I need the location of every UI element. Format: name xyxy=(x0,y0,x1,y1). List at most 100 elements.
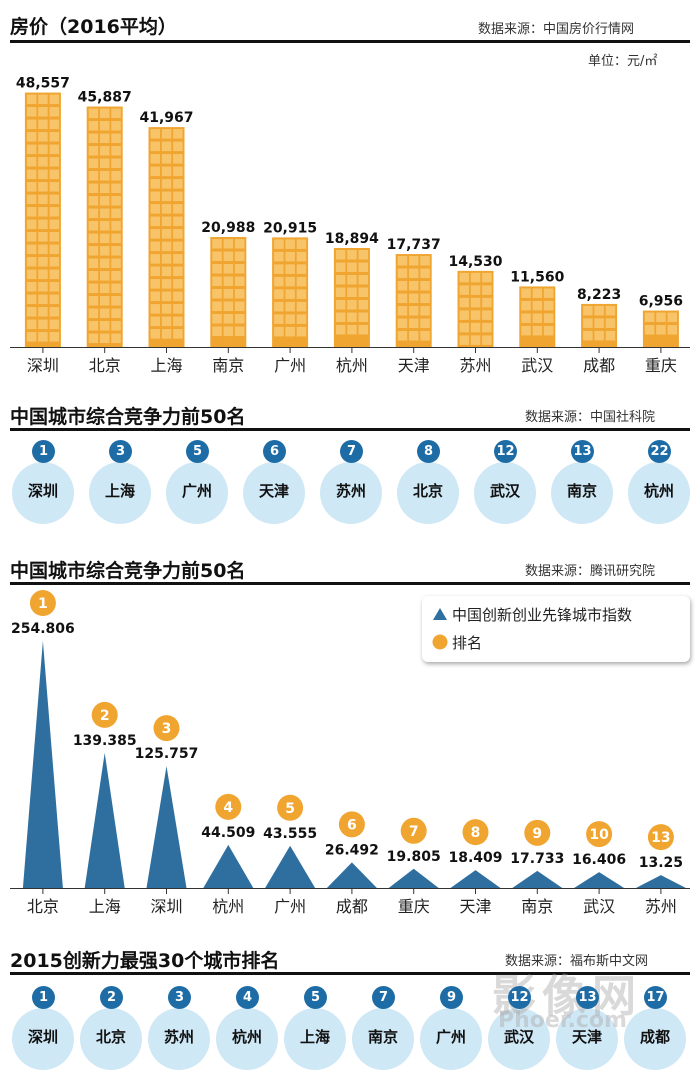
rank-circle xyxy=(628,462,690,524)
x-tick-label: 南京 xyxy=(521,897,553,916)
rank-item: 12 武汉 xyxy=(488,986,550,1070)
x-tick-label: 深圳 xyxy=(150,897,182,916)
rank-circle xyxy=(80,1008,142,1070)
housing-price-chart: 48,557 深圳 45,887 北京 41,967 上海 20,988 南京 20,915 广州… xyxy=(10,76,690,375)
x-tick-label: 北京 xyxy=(27,897,59,916)
rank-city: 南京 xyxy=(566,482,597,500)
bar xyxy=(210,237,247,347)
legend-item-index: 中国创新创业先锋城市指数 xyxy=(432,604,632,625)
rank-number: 1 xyxy=(32,986,55,1009)
x-tick-label: 重庆 xyxy=(645,356,677,375)
rank-city: 南京 xyxy=(367,1028,398,1046)
data-label: 41,967 xyxy=(139,110,193,126)
data-label: 44.509 xyxy=(201,825,255,841)
x-tick-label: 南京 xyxy=(212,356,244,375)
bar xyxy=(148,127,185,347)
legend-label-index: 中国创新创业先锋城市指数 xyxy=(452,606,633,624)
rank-city: 天津 xyxy=(258,482,289,500)
rank-number: 8 xyxy=(417,440,440,463)
triangle-mark xyxy=(450,870,501,888)
competitiveness-source-cass: 数据来源：中国社科院 xyxy=(525,410,656,425)
rank-item: 3 上海 xyxy=(89,440,151,524)
rank-item: 1 深圳 xyxy=(12,986,74,1070)
competitiveness-title-cass: 中国城市综合竞争力前50名 xyxy=(10,406,246,428)
rank-city: 深圳 xyxy=(27,1028,58,1046)
circle-icon xyxy=(432,634,448,650)
legend-item-rank: 排名 xyxy=(432,632,482,653)
rank-badge xyxy=(524,819,551,846)
rank-city: 深圳 xyxy=(27,482,58,500)
bar xyxy=(86,106,123,347)
x-tick-label: 重庆 xyxy=(398,897,430,916)
rank-number: 5 xyxy=(304,986,327,1009)
rank-number: 3 xyxy=(109,440,132,463)
triangle-mark xyxy=(635,875,686,888)
competitiveness-rank-list: 1 深圳 3 上海 5 广州 6 天津 7 苏州 8 北京 12 武汉 13 南京 22 杭州 xyxy=(0,440,700,524)
data-label: 13.25 xyxy=(639,855,683,871)
data-label: 18,894 xyxy=(325,231,379,247)
x-tick-label: 广州 xyxy=(274,356,306,375)
competitiveness-title-tencent: 中国城市综合竞争力前50名 xyxy=(10,560,246,582)
rank-item: 9 广州 xyxy=(420,986,482,1070)
section-divider xyxy=(10,582,690,585)
data-label: 14,530 xyxy=(448,254,502,270)
rank-city: 上海 xyxy=(299,1028,330,1046)
bar xyxy=(581,303,618,347)
rank-circle xyxy=(12,1008,74,1070)
rank-item: 2 北京 xyxy=(80,986,142,1070)
rank-badge-number: 7 xyxy=(409,824,419,840)
chart-legend: 中国创新创业先锋城市指数 排名 xyxy=(422,596,690,662)
x-tick-label: 武汉 xyxy=(583,897,615,916)
rank-city: 杭州 xyxy=(643,482,674,500)
innovation-rank-list: 1 深圳 2 北京 3 苏州 4 杭州 5 上海 7 南京 9 广州 12 武汉 13 天津 17 成都 xyxy=(0,986,700,1070)
rank-circle xyxy=(352,1008,414,1070)
rank-circle xyxy=(474,462,536,524)
rank-circle xyxy=(243,462,305,524)
rank-item: 17 成都 xyxy=(624,986,686,1070)
rank-badge xyxy=(586,821,613,848)
innovation-ranking-source: 数据来源：福布斯中文网 xyxy=(505,954,649,969)
rank-city: 成都 xyxy=(639,1028,670,1046)
rank-circle xyxy=(551,462,613,524)
rank-city: 天津 xyxy=(571,1028,602,1046)
housing-price-title: 房价（2016平均） xyxy=(10,16,177,38)
rank-number: 2 xyxy=(100,986,123,1009)
data-label: 16.406 xyxy=(572,852,626,868)
data-label: 48,557 xyxy=(16,76,70,92)
data-label: 17,737 xyxy=(387,237,441,253)
data-label: 19.805 xyxy=(387,849,441,865)
rank-number: 7 xyxy=(340,440,363,463)
rank-badge-number: 6 xyxy=(347,817,357,833)
rank-number: 3 xyxy=(168,986,191,1009)
rank-number: 5 xyxy=(186,440,209,463)
data-label: 45,887 xyxy=(78,90,132,106)
x-tick-label: 杭州 xyxy=(336,356,368,375)
rank-number: 12 xyxy=(508,986,531,1009)
x-tick-label: 天津 xyxy=(398,356,430,375)
rank-badge xyxy=(29,590,56,617)
rank-circle xyxy=(488,1008,550,1070)
rank-number: 6 xyxy=(263,440,286,463)
rank-badge-number: 4 xyxy=(223,800,233,816)
rank-number: 1 xyxy=(32,440,55,463)
rank-badge-number: 1 xyxy=(38,596,48,612)
rank-number: 12 xyxy=(494,440,517,463)
rank-item: 4 杭州 xyxy=(216,986,278,1070)
rank-item: 7 南京 xyxy=(352,986,414,1070)
rank-item: 7 苏州 xyxy=(320,440,382,524)
triangle-mark xyxy=(146,766,187,888)
rank-number: 9 xyxy=(440,986,463,1009)
data-label: 43.555 xyxy=(263,826,317,842)
legend-label-rank: 排名 xyxy=(452,634,483,652)
rank-badge-number: 8 xyxy=(471,825,481,841)
section-divider xyxy=(10,972,690,975)
rank-badge xyxy=(215,793,242,820)
rank-city: 武汉 xyxy=(489,482,520,500)
x-tick-label: 成都 xyxy=(336,897,368,916)
triangle-mark xyxy=(84,752,125,888)
rank-number: 22 xyxy=(648,440,671,463)
rank-city: 武汉 xyxy=(503,1028,534,1046)
data-label: 26.492 xyxy=(325,842,379,858)
rank-circle xyxy=(420,1008,482,1070)
bar xyxy=(642,310,679,347)
